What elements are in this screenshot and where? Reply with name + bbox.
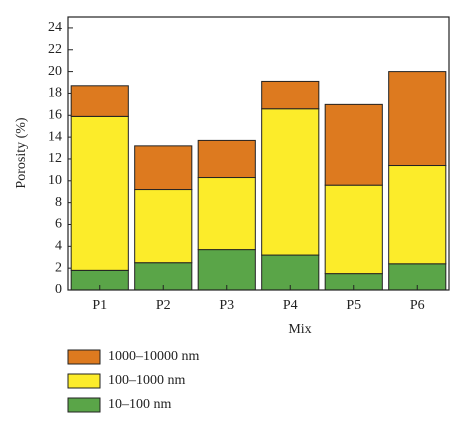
y-tick-label: 8 bbox=[55, 195, 62, 210]
y-tick-label: 16 bbox=[48, 107, 62, 122]
bar-segment bbox=[70, 85, 129, 117]
x-axis-label: Mix bbox=[288, 322, 311, 337]
legend-label: 100–1000 nm bbox=[108, 373, 186, 388]
x-tick-label: P3 bbox=[219, 298, 234, 313]
y-tick-label: 2 bbox=[55, 260, 62, 275]
bar-segment bbox=[134, 145, 193, 191]
legend-swatch bbox=[67, 397, 101, 413]
legend-label: 1000–10000 nm bbox=[108, 349, 200, 364]
bar-segment bbox=[70, 115, 129, 271]
bar-segment bbox=[261, 80, 320, 110]
x-tick-label: P5 bbox=[346, 298, 361, 313]
y-tick-label: 18 bbox=[48, 86, 62, 101]
bar-segment bbox=[261, 108, 320, 256]
bar-segment bbox=[388, 71, 447, 167]
y-tick-label: 10 bbox=[48, 173, 62, 188]
y-tick-label: 12 bbox=[48, 151, 62, 166]
y-tick-label: 4 bbox=[55, 239, 62, 254]
bar-segment bbox=[324, 184, 383, 275]
y-tick-label: 24 bbox=[48, 20, 62, 35]
bar-segment bbox=[197, 177, 256, 251]
x-tick-label: P4 bbox=[283, 298, 298, 313]
bar-segment bbox=[134, 189, 193, 264]
y-tick-label: 0 bbox=[55, 282, 62, 297]
x-tick-label: P6 bbox=[410, 298, 425, 313]
bar-segment bbox=[261, 254, 320, 291]
y-axis-label: Porosity (%) bbox=[14, 117, 29, 189]
y-tick-label: 22 bbox=[48, 42, 62, 57]
y-tick-label: 20 bbox=[48, 64, 62, 79]
bar-segment bbox=[197, 249, 256, 291]
y-tick-label: 6 bbox=[55, 217, 62, 232]
bar-segment bbox=[388, 165, 447, 265]
legend-swatch bbox=[67, 349, 101, 365]
bar-segment bbox=[197, 139, 256, 179]
legend-label: 10–100 nm bbox=[108, 397, 172, 412]
y-tick-label: 14 bbox=[48, 129, 62, 144]
bar-segment bbox=[324, 103, 383, 186]
x-tick-label: P1 bbox=[92, 298, 107, 313]
legend-swatch bbox=[67, 373, 101, 389]
x-tick-label: P2 bbox=[156, 298, 171, 313]
plot-frame bbox=[67, 16, 450, 291]
